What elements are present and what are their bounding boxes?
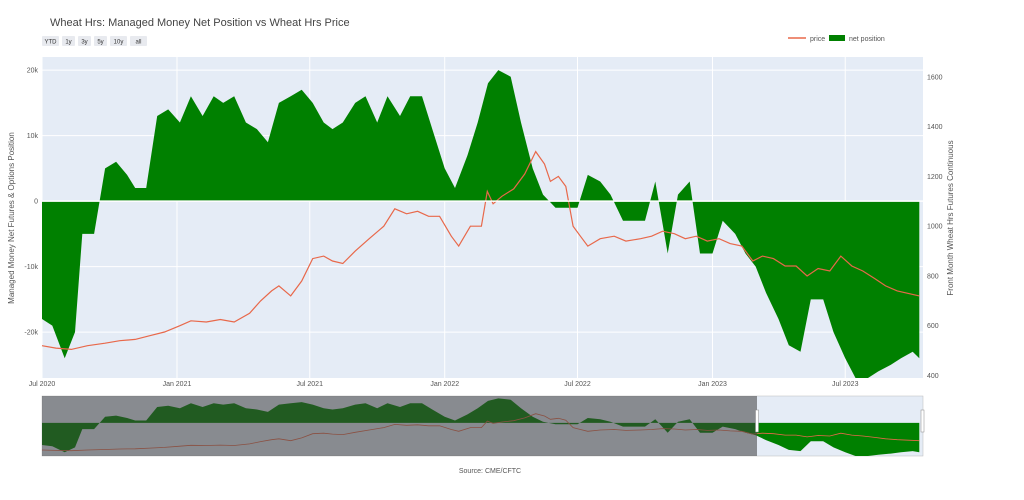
y-left-tick-label: 20k (27, 68, 39, 75)
range-slider-mask (42, 396, 757, 456)
range-button-label: 10y (114, 40, 124, 46)
x-tick-label: Jan 2021 (163, 381, 192, 388)
range-button-all[interactable]: all (130, 36, 147, 46)
x-axis: Jul 2020 Jan 2021 Jul 2021 Jan 2022 Jul 2022… (29, 381, 859, 388)
range-slider[interactable] (41, 395, 925, 457)
y-right-tick-label: 800 (927, 273, 939, 280)
net-position-area (42, 70, 920, 378)
range-button-10y[interactable]: 10y (110, 36, 127, 46)
y-right-tick-label: 400 (927, 373, 939, 380)
y-right-tick-label: 1400 (927, 124, 943, 131)
range-button-label: 5y (97, 40, 103, 46)
y-right-tick-label: 1200 (927, 174, 943, 181)
y-right-title: Front Month Wheat Hrs Futures Continuous (946, 140, 955, 295)
y-left-tick-label: -20k (24, 330, 38, 337)
price-line (41, 150, 920, 351)
x-tick-label: Jan 2023 (698, 381, 727, 388)
range-button-label: 3y (81, 40, 87, 46)
series-net-position-area (42, 70, 920, 378)
y-right-axis: 1600 1400 1200 1000 800 600 400 (927, 74, 943, 380)
source-note: Source: CME/CFTC (459, 468, 521, 475)
x-tick-label: Jul 2022 (564, 381, 591, 388)
range-selector: YTD 1y 3y 5y 10y all (42, 36, 147, 46)
y-right-tick-label: 1600 (927, 74, 943, 81)
legend-label-net-position: net position (849, 36, 885, 43)
range-button-ytd[interactable]: YTD (42, 36, 59, 46)
range-button-label: YTD (45, 40, 58, 46)
legend-swatch-net-position (829, 35, 845, 41)
range-slider-handle-right[interactable] (920, 409, 925, 433)
x-tick-label: Jul 2020 (29, 381, 56, 388)
y-left-tick-label: 0 (34, 199, 38, 206)
x-tick-label: Jul 2023 (832, 381, 859, 388)
series-price-line (41, 150, 920, 351)
x-tick-label: Jul 2021 (297, 381, 324, 388)
legend-item-price[interactable]: price (788, 36, 825, 43)
legend: price net position (788, 35, 885, 43)
legend-item-net-position[interactable]: net position (829, 35, 885, 43)
range-button-3y[interactable]: 3y (78, 36, 91, 46)
x-tick-label: Jan 2022 (430, 381, 459, 388)
y-left-tick-label: -10k (24, 264, 38, 271)
y-right-tick-label: 600 (927, 323, 939, 330)
range-button-label: 1y (65, 40, 71, 46)
chart-title: Wheat Hrs: Managed Money Net Position vs… (50, 17, 350, 29)
y-left-axis: 20k 10k 0 -10k -20k (24, 68, 38, 337)
range-button-5y[interactable]: 5y (94, 36, 107, 46)
range-button-label: all (135, 40, 141, 46)
y-left-tick-label: 10k (27, 133, 39, 140)
y-left-title: Managed Money Net Futures & Options Posi… (7, 132, 16, 304)
range-slider-handle-left[interactable] (755, 409, 759, 433)
y-right-tick-label: 1000 (927, 224, 943, 231)
range-button-1y[interactable]: 1y (62, 36, 75, 46)
legend-label-price: price (810, 36, 825, 43)
